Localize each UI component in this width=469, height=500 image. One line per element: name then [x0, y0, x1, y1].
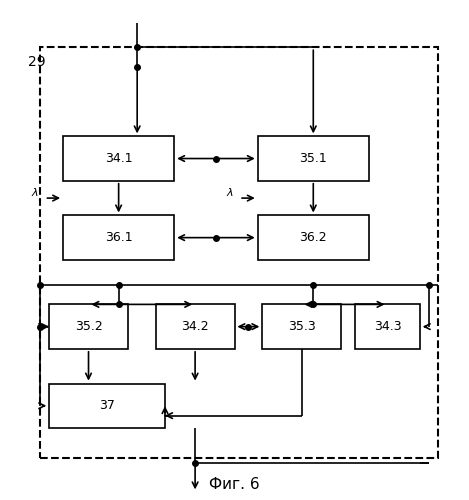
Text: 34.2: 34.2	[182, 320, 209, 333]
Text: 34.3: 34.3	[374, 320, 401, 333]
Text: λ: λ	[227, 188, 233, 198]
Bar	[49, 304, 128, 349]
Bar	[355, 304, 420, 349]
Bar	[63, 136, 174, 181]
Text: 34.1: 34.1	[105, 152, 132, 165]
Text: 36.2: 36.2	[300, 231, 327, 244]
Text: 37: 37	[99, 399, 115, 412]
Bar	[262, 304, 341, 349]
Bar	[49, 384, 165, 428]
Bar	[156, 304, 234, 349]
Text: λ: λ	[32, 188, 38, 198]
Bar	[40, 48, 439, 458]
Text: 36.1: 36.1	[105, 231, 132, 244]
Text: 29: 29	[28, 55, 46, 69]
Text: Фиг. 6: Фиг. 6	[209, 478, 260, 492]
Text: 35.3: 35.3	[288, 320, 316, 333]
Bar	[63, 216, 174, 260]
Bar	[257, 216, 369, 260]
Text: 35.1: 35.1	[299, 152, 327, 165]
Bar	[257, 136, 369, 181]
Text: 35.2: 35.2	[75, 320, 102, 333]
